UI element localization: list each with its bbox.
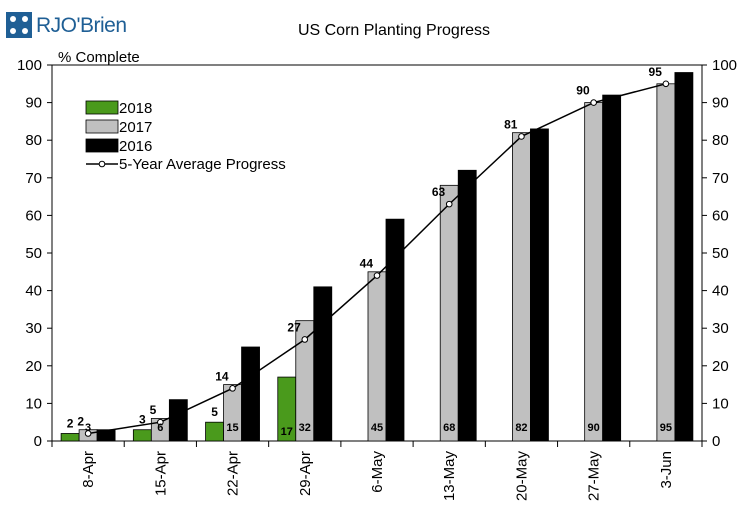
y-tick-label-left: 30 xyxy=(25,320,42,337)
average-point xyxy=(518,133,525,140)
y-tick-label-right: 100 xyxy=(712,57,737,74)
bar-2017 xyxy=(584,102,604,442)
x-category-label: 8-Apr xyxy=(80,451,97,488)
y-tick-label-right: 90 xyxy=(712,95,729,112)
bar-2017 xyxy=(512,132,531,442)
chart-title: US Corn Planting Progress xyxy=(298,22,490,39)
y-tick-label-right: 10 xyxy=(712,395,729,412)
y-tick-label-left: 20 xyxy=(25,358,42,375)
legend-label-average: 5-Year Average Progress xyxy=(119,156,286,173)
x-category-label: 29-Apr xyxy=(297,451,314,496)
data-label-2017: 68 xyxy=(443,422,455,434)
average-point xyxy=(590,99,597,106)
y-axis-label: % Complete xyxy=(58,49,140,66)
y-tick-label-left: 50 xyxy=(25,245,42,262)
bars xyxy=(60,72,694,442)
bar-2017 xyxy=(439,184,459,442)
average-point xyxy=(445,200,453,208)
y-tick-label-right: 80 xyxy=(712,132,729,149)
y-tick-label-left: 40 xyxy=(25,283,42,300)
y-tick-label-left: 60 xyxy=(25,207,42,224)
bar-2016 xyxy=(313,286,333,442)
average-label: 63 xyxy=(432,185,446,199)
x-category-label: 20-May xyxy=(513,451,530,502)
legend-swatch-2017 xyxy=(85,119,119,134)
legend-label-2016: 2016 xyxy=(119,138,152,155)
bar-2016 xyxy=(457,169,477,442)
average-label: 2 xyxy=(77,414,84,428)
bar-2016 xyxy=(241,346,260,442)
legend-swatch-2018 xyxy=(85,100,119,115)
bar-2016 xyxy=(674,72,694,442)
bar-2018 xyxy=(60,433,80,442)
data-label-2018: 5 xyxy=(211,405,218,419)
y-tick-label-left: 70 xyxy=(25,170,42,187)
y-tick-label-right: 0 xyxy=(712,433,720,450)
average-point xyxy=(301,336,309,343)
average-label: 44 xyxy=(360,257,374,271)
bar-2016 xyxy=(96,429,116,442)
bar-2017 xyxy=(367,271,387,442)
data-label-2018: 17 xyxy=(281,426,293,438)
y-tick-label-right: 30 xyxy=(712,320,729,337)
average-label: 90 xyxy=(576,84,590,98)
logo-mark-icon xyxy=(6,12,32,38)
x-category-label: 3-Jun xyxy=(658,451,675,489)
x-category-label: 15-Apr xyxy=(152,451,169,496)
bar-2016 xyxy=(385,218,405,442)
legend-swatch-2016 xyxy=(85,138,119,153)
average-label: 14 xyxy=(215,369,229,383)
data-label-2017: 32 xyxy=(299,422,311,434)
data-label-2017: 45 xyxy=(371,422,383,434)
legend-label-2017: 2017 xyxy=(119,119,152,136)
data-label-2017: 15 xyxy=(226,422,238,434)
y-tick-label-right: 50 xyxy=(712,245,729,262)
y-tick-label-right: 40 xyxy=(712,283,729,300)
y-tick-label-right: 60 xyxy=(712,207,729,224)
average-label: 5 xyxy=(150,403,157,417)
bar-2016 xyxy=(602,94,622,442)
y-tick-label-left: 90 xyxy=(25,95,42,112)
y-tick-label-left: 0 xyxy=(34,433,42,450)
bar-2018 xyxy=(132,429,152,442)
average-point xyxy=(373,272,381,279)
average-point xyxy=(84,430,92,437)
average-point xyxy=(662,80,670,88)
y-tick-label-right: 20 xyxy=(712,358,729,375)
x-category-label: 6-May xyxy=(369,451,386,493)
data-label-2017: 95 xyxy=(660,422,672,434)
average-label: 27 xyxy=(287,320,301,334)
average-point xyxy=(157,418,164,426)
x-category-label: 22-Apr xyxy=(225,451,242,496)
legend-line-marker xyxy=(98,160,106,168)
bar-2017 xyxy=(656,83,676,442)
bar-2016 xyxy=(530,128,549,442)
data-label-2017: 82 xyxy=(515,422,527,434)
data-label-2018: 3 xyxy=(139,413,146,427)
data-label-2018: 2 xyxy=(67,416,74,430)
data-label-2017: 6 xyxy=(157,422,163,434)
y-tick-label-left: 80 xyxy=(25,132,42,149)
axes: 0 0 10 10 20 20 30 30 40 40 50 50 60 60 70 70 80 80 90 90 10… xyxy=(17,57,737,501)
average-label: 81 xyxy=(504,117,518,131)
average-point xyxy=(229,385,236,392)
x-category-label: 13-May xyxy=(441,451,458,502)
logo-text: RJO'Brien xyxy=(36,14,127,37)
data-label-2017: 3 xyxy=(85,422,91,434)
bar-2016 xyxy=(168,399,188,442)
average-label: 95 xyxy=(649,65,663,79)
bar-2018 xyxy=(205,421,224,442)
average-line xyxy=(84,80,670,437)
y-tick-label-left: 10 xyxy=(25,395,42,412)
data-label-2017: 90 xyxy=(588,422,600,434)
x-category-label: 27-May xyxy=(586,451,603,502)
y-tick-label-left: 100 xyxy=(17,57,42,74)
y-tick-label-right: 70 xyxy=(712,170,729,187)
logo: RJO'Brien xyxy=(6,6,127,40)
legend-label-2018: 2018 xyxy=(119,100,152,117)
